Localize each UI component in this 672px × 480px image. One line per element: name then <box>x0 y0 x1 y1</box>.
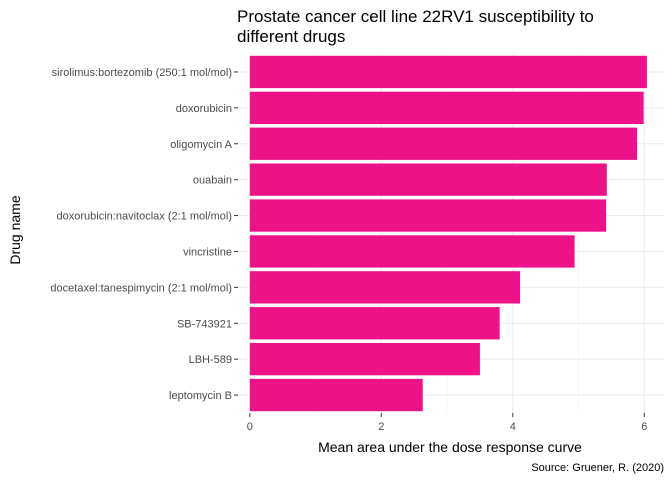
plot-area: sirolimus:bortezomib (250:1 mol/mol) doxo… <box>50 54 664 433</box>
y-tick-label: SB-743921 <box>177 318 232 330</box>
y-tick-label: LBH-589 <box>189 354 232 366</box>
bar <box>249 199 607 232</box>
y-tick-label: oligomycin A <box>170 139 232 151</box>
y-tick-label: sirolimus:bortezomib (250:1 mol/mol) <box>52 67 232 79</box>
y-tick-label: ouabain <box>193 175 232 187</box>
x-tick-label: 0 <box>247 421 253 433</box>
x-tick-label: 6 <box>641 421 647 433</box>
bar <box>249 235 575 268</box>
bar <box>249 378 423 412</box>
y-tick-label: leptomycin B <box>169 390 232 402</box>
y-tick-label: doxorubicin <box>176 103 232 115</box>
chart-caption: Source: Gruener, R. (2020) <box>531 462 664 474</box>
x-tick-label: 2 <box>378 421 384 433</box>
y-tick-label: doxorubicin:navitoclax (2:1 mol/mol) <box>57 211 232 223</box>
y-axis-title: Drug name <box>7 195 23 264</box>
y-tick-label: docetaxel:tanespimycin (2:1 mol/mol) <box>50 282 232 294</box>
chart-title-line-2: different drugs <box>237 27 345 46</box>
bar <box>249 307 500 340</box>
x-tick-label: 4 <box>510 421 516 433</box>
bar <box>249 55 647 89</box>
chart-title-line-1: Prostate cancer cell line 22RV1 suscepti… <box>237 7 594 26</box>
bar <box>249 163 607 196</box>
bar <box>249 342 480 376</box>
bar <box>249 127 638 160</box>
x-axis-title: Mean area under the dose response curve <box>318 439 582 455</box>
bar <box>249 271 521 304</box>
y-tick-label: vincristine <box>183 246 232 258</box>
bar <box>249 91 644 125</box>
